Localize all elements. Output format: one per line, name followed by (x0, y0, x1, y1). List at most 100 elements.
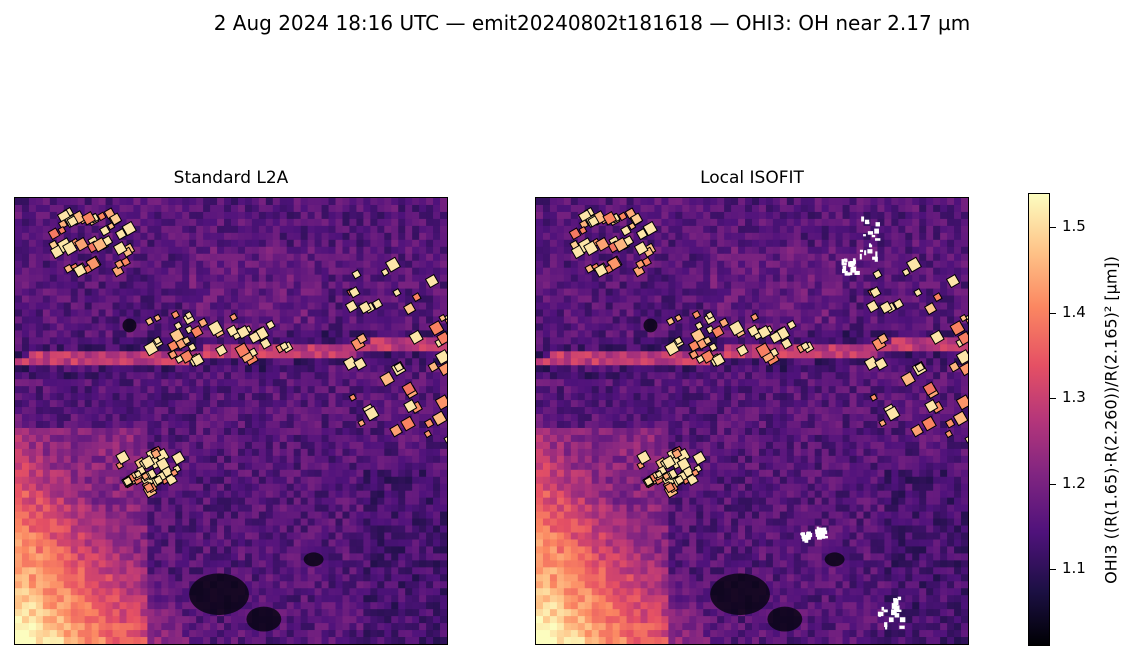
heatmap-cell (807, 232, 816, 241)
heatmap-cell (217, 483, 225, 492)
heatmap-cell (342, 511, 350, 520)
heatmap-cell (84, 232, 93, 241)
heatmap-cell (168, 623, 176, 631)
heatmap-cell (335, 246, 343, 255)
heatmap-cell (84, 372, 93, 380)
heatmap-cell (293, 560, 302, 568)
heatmap-cell (224, 546, 232, 554)
heatmap-cell (426, 358, 434, 366)
heatmap-cell (940, 232, 948, 241)
heatmap-cell (196, 260, 204, 269)
heatmap-cell (342, 574, 350, 582)
heatmap-cell (328, 204, 337, 213)
heatmap-cell (265, 358, 274, 366)
heatmap-cell (307, 427, 316, 436)
heatmap-cell (605, 274, 614, 283)
heatmap-cell (272, 490, 281, 499)
heatmap-cell (42, 462, 51, 471)
heatmap-cell (293, 462, 302, 471)
heatmap-cell (349, 198, 357, 206)
heatmap-cell (272, 330, 281, 338)
heatmap-cell (391, 421, 399, 429)
heatmap-cell (412, 588, 420, 596)
heatmap-cell (84, 560, 93, 568)
heatmap-cell (314, 309, 323, 317)
heatmap-cell (412, 483, 420, 492)
heatmap-cell (342, 316, 350, 324)
heatmap-cell (224, 511, 232, 520)
heatmap-cell (349, 400, 357, 408)
heatmap-cell (217, 358, 225, 366)
heatmap-cell (356, 204, 364, 213)
heatmap-cell (258, 462, 267, 471)
heatmap-cell (961, 253, 968, 262)
heatmap-cell (63, 407, 72, 415)
heatmap-cell (314, 344, 323, 352)
heatmap-cell (426, 351, 434, 359)
heatmap-cell (384, 448, 392, 457)
heatmap-cell (570, 281, 579, 290)
heatmap-cell (675, 198, 683, 206)
heatmap-cell (98, 302, 107, 310)
heatmap-cell (258, 351, 267, 359)
heatmap-cell (807, 218, 816, 227)
heatmap-cell (440, 211, 447, 220)
heatmap-cell (619, 267, 628, 276)
heatmap-cell (536, 204, 544, 213)
heatmap-cell (112, 351, 121, 359)
heatmap-cell (342, 372, 350, 380)
heatmap-cell (412, 560, 420, 568)
heatmap-cell (426, 462, 434, 471)
heatmap-cell (300, 260, 309, 269)
heatmap-cell (328, 198, 337, 206)
heatmap-cell (405, 344, 413, 352)
heatmap-cell (133, 421, 141, 429)
heatmap-cell (703, 218, 711, 227)
heatmap-cell (440, 637, 447, 644)
heatmap-cell (577, 232, 586, 241)
heatmap-cell (217, 434, 225, 443)
heatmap-cell (147, 225, 155, 234)
heatmap-cell (779, 225, 788, 234)
heatmap-cell (224, 455, 232, 464)
heatmap-cell (35, 204, 44, 213)
heatmap-cell (168, 337, 176, 345)
heatmap-cell (412, 365, 420, 373)
heatmap-cell (119, 274, 127, 283)
heatmap-cell (398, 274, 406, 283)
heatmap-cell (433, 232, 441, 241)
heatmap-cell (370, 574, 378, 582)
heatmap-cell (933, 204, 941, 213)
heatmap-cell (98, 260, 107, 269)
heatmap-cell (328, 518, 337, 527)
heatmap-cell (772, 211, 781, 220)
heatmap-cell (182, 623, 190, 631)
heatmap-cell (863, 260, 871, 269)
heatmap-cell (42, 574, 51, 582)
heatmap-cell (286, 316, 295, 324)
heatmap-cell (349, 567, 357, 575)
heatmap-cell (363, 532, 371, 540)
heatmap-cell (293, 365, 302, 373)
heatmap-cell (391, 218, 399, 227)
heatmap-cell (640, 281, 648, 290)
heatmap-cell (231, 407, 239, 415)
heatmap-cell (49, 616, 58, 624)
heatmap-cell (265, 232, 274, 241)
heatmap-cell (91, 518, 100, 527)
heatmap-cell (335, 455, 343, 464)
heatmap-cell (398, 623, 406, 631)
heatmap-cell (63, 455, 72, 464)
heatmap-cell (800, 225, 809, 234)
heatmap-cell (661, 267, 669, 276)
heatmap-cell (244, 497, 253, 506)
heatmap-cell (251, 302, 260, 310)
heatmap-cell (15, 198, 23, 206)
heatmap-cell (119, 281, 127, 290)
heatmap-cell (536, 274, 544, 283)
heatmap-cell (612, 198, 621, 206)
heatmap-cell (21, 581, 30, 589)
heatmap-cell (426, 434, 434, 443)
heatmap-cell (182, 372, 190, 380)
heatmap-cell (356, 414, 364, 422)
